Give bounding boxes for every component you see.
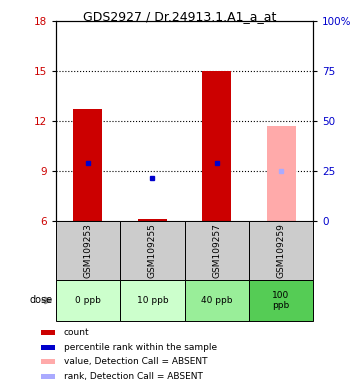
Text: 10 ppb: 10 ppb xyxy=(136,296,168,305)
Text: GSM109255: GSM109255 xyxy=(148,223,157,278)
Bar xyxy=(249,280,313,321)
Bar xyxy=(41,359,55,364)
Bar xyxy=(41,374,55,379)
Bar xyxy=(185,280,249,321)
Text: GDS2927 / Dr.24913.1.A1_a_at: GDS2927 / Dr.24913.1.A1_a_at xyxy=(83,10,277,23)
Bar xyxy=(73,109,103,221)
Text: 40 ppb: 40 ppb xyxy=(201,296,233,305)
Bar xyxy=(266,126,296,221)
Text: value, Detection Call = ABSENT: value, Detection Call = ABSENT xyxy=(64,358,207,366)
Bar xyxy=(41,329,55,334)
Bar xyxy=(41,345,55,350)
Text: percentile rank within the sample: percentile rank within the sample xyxy=(64,343,217,352)
Bar xyxy=(56,280,120,321)
Text: GSM109259: GSM109259 xyxy=(276,223,285,278)
Bar xyxy=(120,280,185,321)
Bar xyxy=(185,221,249,280)
Text: 0 ppb: 0 ppb xyxy=(75,296,101,305)
Bar xyxy=(138,219,167,221)
Text: rank, Detection Call = ABSENT: rank, Detection Call = ABSENT xyxy=(64,372,202,381)
Text: GSM109257: GSM109257 xyxy=(212,223,221,278)
Text: GSM109253: GSM109253 xyxy=(84,223,93,278)
Text: 100
ppb: 100 ppb xyxy=(273,291,290,310)
Bar xyxy=(202,71,231,221)
Bar xyxy=(56,221,120,280)
Text: dose: dose xyxy=(29,295,52,306)
Bar xyxy=(120,221,185,280)
Text: count: count xyxy=(64,328,89,336)
Bar xyxy=(249,221,313,280)
